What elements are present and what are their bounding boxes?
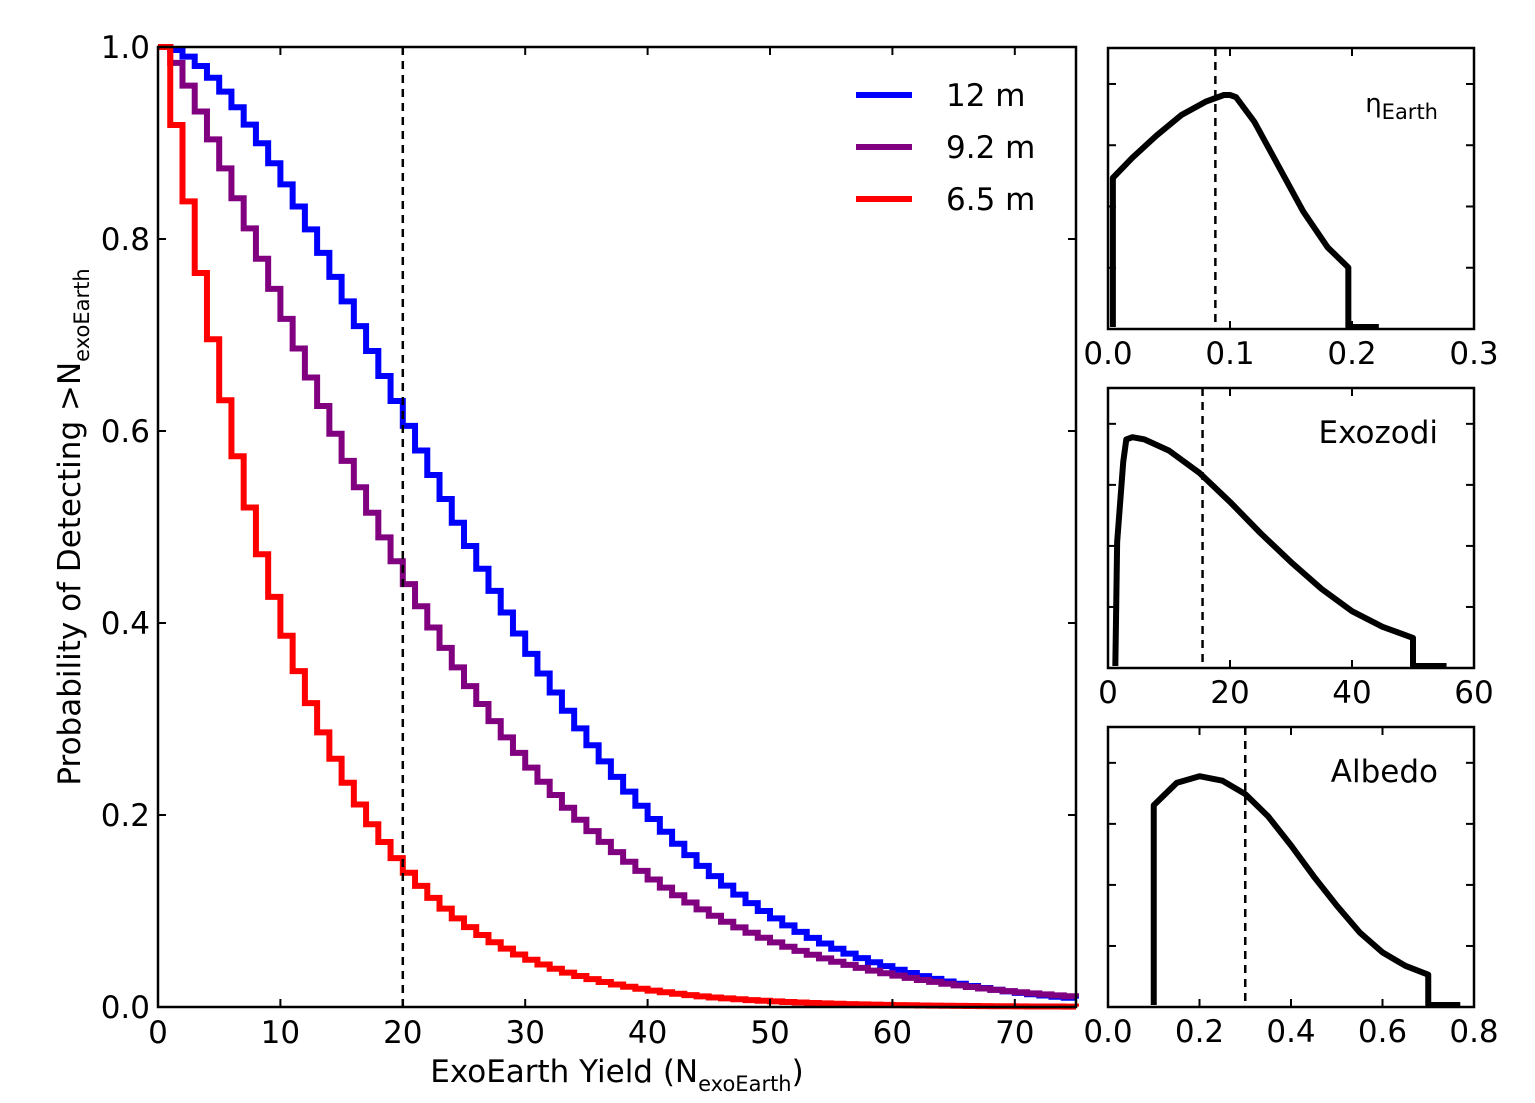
legend-label: 9.2 m <box>946 130 1035 166</box>
x-tick-label: 0 <box>148 1015 168 1051</box>
y-tick-label: 0.8 <box>101 222 150 258</box>
main-x-ticks: 0 10 20 30 40 50 60 70 <box>148 47 1035 1051</box>
main-plot-frame <box>156 45 1078 1009</box>
panel-frame <box>1106 386 1476 670</box>
panel-x-tick-label: 0.6 <box>1358 1014 1407 1050</box>
panel-x-tick-label: 0.0 <box>1083 1014 1132 1050</box>
panel-x-tick-label: 40 <box>1332 675 1371 711</box>
legend: 12 m 9.2 m 6.5 m <box>856 78 1035 218</box>
main-chart-panel: 0 10 20 30 40 50 60 70 0.0 0.2 0.4 0.6 0.8 1.0 12 m 9… <box>52 30 1079 1096</box>
distribution-curve <box>1109 92 1379 330</box>
x-tick-label: 50 <box>750 1015 789 1051</box>
distribution-curve <box>1150 773 1461 1008</box>
panel-x-tick-label: 0.0 <box>1083 336 1132 372</box>
albedo-panel: 0.0 0.2 0.4 0.6 0.8 Albedo <box>1083 725 1499 1050</box>
main-curves <box>158 44 1079 1010</box>
y-tick-label: 0.6 <box>101 414 150 450</box>
x-tick-label: 40 <box>628 1015 667 1051</box>
y-tick-label: 0.2 <box>101 798 150 834</box>
panel-x-tick-label: 0.8 <box>1449 1014 1498 1050</box>
panel-label: Exozodi <box>1319 415 1438 451</box>
y-tick-label: 0.4 <box>101 606 150 642</box>
panel-x-tick-label: 0.2 <box>1327 336 1376 372</box>
x-tick-label: 30 <box>505 1015 544 1051</box>
legend-label: 6.5 m <box>946 182 1035 218</box>
x-axis-label: ExoEarth Yield (NexoEarth) <box>430 1054 803 1096</box>
panel-x-tick-label: 20 <box>1210 675 1249 711</box>
main-y-ticks: 0.0 0.2 0.4 0.6 0.8 1.0 <box>101 30 1076 1026</box>
series-line-12-m <box>158 44 1079 1001</box>
panel-frame <box>1106 46 1476 331</box>
x-tick-label: 70 <box>995 1015 1034 1051</box>
x-tick-label: 20 <box>383 1015 422 1051</box>
eta-earth-panel: 0.0 0.1 0.2 0.3 ηEarth <box>1083 46 1499 372</box>
series-line-6-5-m <box>158 44 1079 1010</box>
legend-label: 12 m <box>946 78 1026 114</box>
exozodi-panel: 0 20 40 60 Exozodi <box>1098 386 1494 711</box>
series-line-9-2-m <box>158 44 1079 1000</box>
y-axis-label: Probability of Detecting >NexoEarth <box>52 268 94 785</box>
y-tick-label: 1.0 <box>101 30 150 66</box>
x-tick-label: 10 <box>261 1015 300 1051</box>
panel-x-tick-label: 0.3 <box>1449 336 1498 372</box>
distribution-curve <box>1112 434 1447 669</box>
y-tick-label: 0.0 <box>101 990 150 1026</box>
panel-x-tick-label: 60 <box>1454 675 1493 711</box>
panel-x-tick-label: 0.4 <box>1266 1014 1315 1050</box>
panel-label: ηEarth <box>1365 89 1438 124</box>
panel-x-tick-label: 0.2 <box>1175 1014 1224 1050</box>
panel-label: Albedo <box>1331 754 1438 790</box>
panel-x-tick-label: 0 <box>1098 675 1118 711</box>
x-tick-label: 60 <box>873 1015 912 1051</box>
panel-x-tick-label: 0.1 <box>1205 336 1254 372</box>
